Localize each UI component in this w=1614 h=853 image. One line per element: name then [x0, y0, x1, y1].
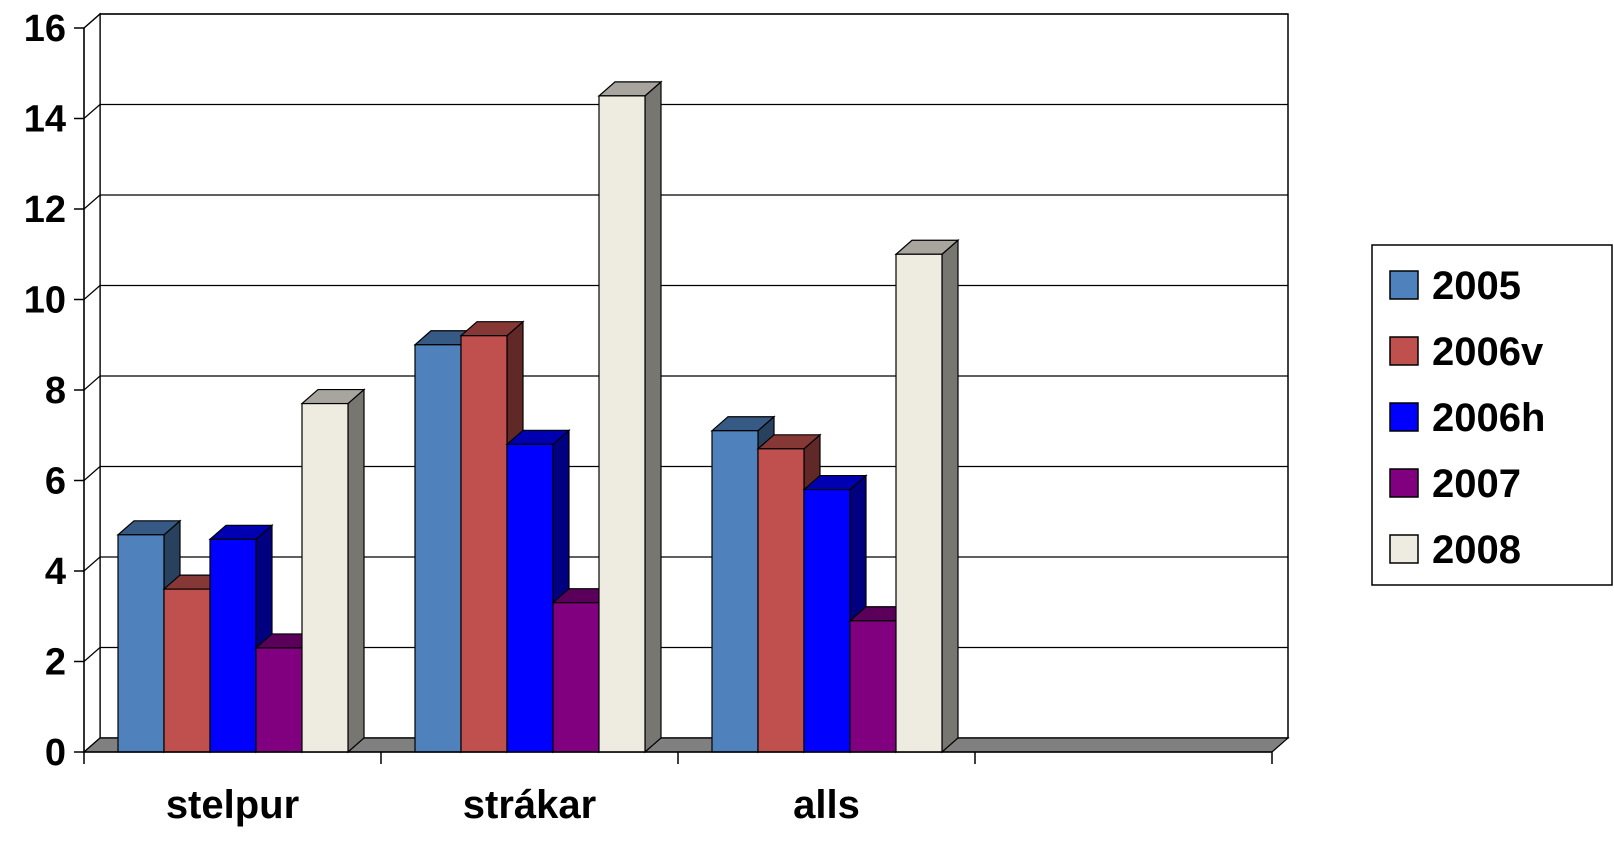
- y-axis-ticks: 0 2 4 6 8 10 12 14 16: [24, 8, 84, 774]
- x-category-label: strákar: [463, 783, 596, 827]
- legend-label: 2007: [1432, 462, 1521, 506]
- gridline-side: [83, 647, 101, 662]
- bar: [300, 388, 366, 754]
- y-tick-label: 8: [45, 370, 66, 412]
- gridline-side: [83, 285, 101, 300]
- legend-swatch: [1389, 534, 1419, 564]
- bar: [894, 238, 960, 754]
- gridline-side: [83, 104, 101, 119]
- gridline-side: [83, 194, 101, 210]
- y-tick-label: 12: [24, 189, 66, 231]
- y-tick-label: 0: [45, 732, 66, 774]
- gridline-side: [83, 13, 101, 29]
- gridline-side: [83, 556, 101, 572]
- legend-swatch: [1389, 468, 1419, 498]
- y-tick-label: 6: [45, 461, 66, 503]
- legend-label: 2005: [1432, 264, 1521, 308]
- x-category-label: alls: [793, 783, 860, 827]
- legend-label: 2008: [1432, 528, 1521, 572]
- legend-swatch: [1389, 336, 1419, 366]
- legend-swatch: [1389, 270, 1419, 300]
- legend-label: 2006h: [1432, 396, 1545, 440]
- x-axis-categories: stelpur strákar alls: [83, 752, 1273, 827]
- legend-label: 2006v: [1432, 330, 1544, 374]
- y-tick-label: 4: [45, 551, 66, 593]
- legend-swatch: [1389, 402, 1419, 432]
- gridlines: [83, 13, 1288, 662]
- gridline-side: [83, 375, 101, 391]
- y-tick-label: 14: [24, 99, 66, 141]
- y-tick-label: 10: [24, 280, 66, 322]
- gridline-side: [83, 466, 101, 481]
- x-category-label: stelpur: [166, 783, 299, 827]
- y-tick-label: 2: [45, 642, 66, 684]
- bar: [597, 80, 663, 754]
- bars: [116, 80, 960, 754]
- legend: 2005 2006v 2006h 2007 2008: [1371, 244, 1613, 586]
- y-tick-label: 16: [24, 8, 66, 50]
